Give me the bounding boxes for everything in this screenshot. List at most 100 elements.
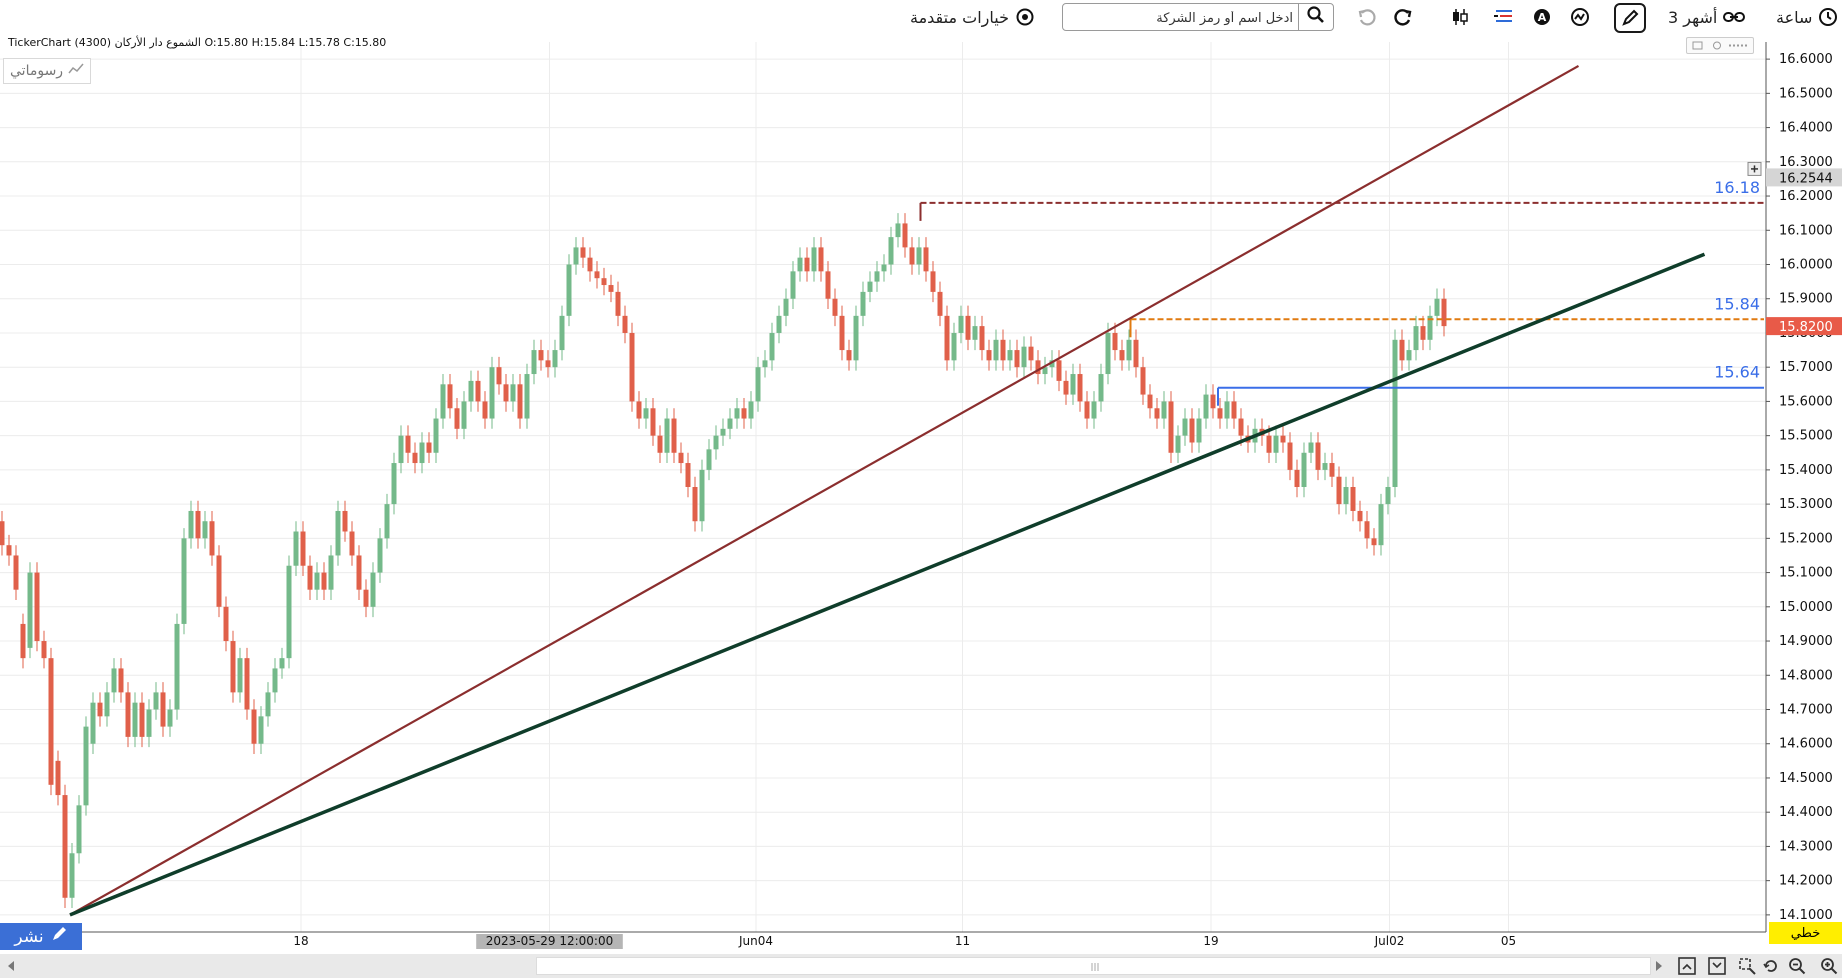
chart-mode-badge[interactable]: خطي <box>1769 922 1842 944</box>
search-button[interactable] <box>1298 4 1333 30</box>
publish-button[interactable]: نشر <box>0 923 82 950</box>
drawing-tools-button[interactable] <box>1614 3 1646 33</box>
candle <box>951 332 957 361</box>
candle <box>1028 346 1034 361</box>
candle <box>818 247 824 272</box>
candle-type-button[interactable] <box>1450 4 1470 30</box>
candle <box>1322 463 1328 470</box>
pane-controls[interactable] <box>1686 37 1754 54</box>
candle <box>825 271 831 299</box>
candle <box>230 641 236 693</box>
candle <box>559 315 565 351</box>
candle <box>580 247 586 258</box>
candle <box>216 555 222 607</box>
link-icon <box>1723 10 1746 24</box>
zoom-out-icon[interactable] <box>1788 957 1806 979</box>
period-label: 3 أشهر <box>1668 7 1718 27</box>
candle <box>699 469 705 522</box>
symbol-search <box>1062 3 1334 31</box>
clock-icon <box>1818 7 1838 27</box>
bars-icon <box>1492 7 1514 27</box>
timeframe-label: ساعة <box>1776 7 1813 27</box>
candle <box>174 623 180 710</box>
candle <box>783 298 789 316</box>
select-zoom-icon[interactable] <box>1738 957 1756 979</box>
candle <box>685 463 691 487</box>
candle <box>1049 360 1055 368</box>
timeframe-button[interactable]: ساعة <box>1776 4 1838 30</box>
candle <box>909 247 915 265</box>
period-button[interactable]: 3 أشهر <box>1668 4 1746 30</box>
candle <box>517 384 523 419</box>
candle <box>293 531 299 566</box>
advanced-options-button[interactable]: خيارات متقدمة <box>910 4 1035 30</box>
candle <box>1217 408 1223 419</box>
redo-button[interactable] <box>1392 4 1414 30</box>
zoom-in-icon[interactable] <box>1820 957 1838 979</box>
candle <box>1196 418 1202 443</box>
candle <box>1182 418 1188 436</box>
candle <box>265 692 271 717</box>
candle <box>1168 401 1174 453</box>
y-tick-label: 16.4000 <box>1779 121 1833 136</box>
undo-button[interactable] <box>1356 4 1378 30</box>
x-tick-label: Jun04 <box>738 934 773 948</box>
candle <box>594 271 600 279</box>
current-price-bg <box>1766 317 1842 336</box>
candle <box>167 709 173 727</box>
redo-icon <box>1392 7 1414 27</box>
scroll-left-icon[interactable] <box>6 958 16 977</box>
candle <box>0 521 5 546</box>
candle <box>328 555 334 590</box>
undo-icon <box>1356 7 1378 27</box>
candle <box>545 360 551 368</box>
candle <box>405 435 411 453</box>
candle <box>720 428 726 436</box>
candle <box>377 538 383 573</box>
y-tick-label: 14.2000 <box>1779 874 1833 889</box>
y-tick-label: 16.3000 <box>1779 155 1833 170</box>
candle <box>958 315 964 333</box>
time-scrollbar[interactable] <box>0 954 1842 978</box>
candle <box>629 332 635 402</box>
candle <box>118 668 124 693</box>
candle <box>125 692 131 737</box>
scroll-thumb[interactable] <box>536 957 1651 975</box>
reset-zoom-icon[interactable] <box>1762 957 1780 979</box>
candle <box>741 408 747 419</box>
y-tick-label: 14.6000 <box>1779 737 1833 752</box>
candle <box>832 298 838 316</box>
my-drawings-button[interactable]: رسوماتي <box>3 58 92 84</box>
candle <box>657 435 663 453</box>
compare-button[interactable] <box>1492 4 1514 30</box>
candle <box>1119 350 1125 361</box>
zoom-fit-icon[interactable] <box>1678 957 1696 979</box>
candle <box>1070 374 1076 395</box>
candle <box>496 367 502 385</box>
candle <box>587 257 593 272</box>
candle <box>349 531 355 556</box>
y-tick-label: 15.7000 <box>1779 360 1833 375</box>
candle <box>888 237 894 265</box>
candle <box>1112 332 1118 351</box>
candle <box>412 452 418 464</box>
candle <box>69 853 75 898</box>
candle <box>1189 418 1195 443</box>
candle <box>846 350 852 361</box>
candle <box>860 291 866 316</box>
indicator-button[interactable] <box>1570 4 1590 30</box>
search-input[interactable] <box>1069 6 1295 30</box>
candle <box>734 408 740 419</box>
zoom-range-icon[interactable] <box>1708 957 1726 979</box>
level-label: 15.64 <box>1714 363 1760 382</box>
x-tick-label: 18 <box>293 934 308 948</box>
candle <box>286 565 292 659</box>
y-tick-label: 15.2000 <box>1779 531 1833 546</box>
y-tick-label: 14.5000 <box>1779 771 1833 786</box>
candle <box>1441 298 1447 327</box>
alerts-button[interactable]: A <box>1532 4 1552 30</box>
scroll-right-icon[interactable] <box>1654 958 1664 977</box>
candle <box>1364 521 1370 539</box>
candle <box>1063 380 1069 395</box>
